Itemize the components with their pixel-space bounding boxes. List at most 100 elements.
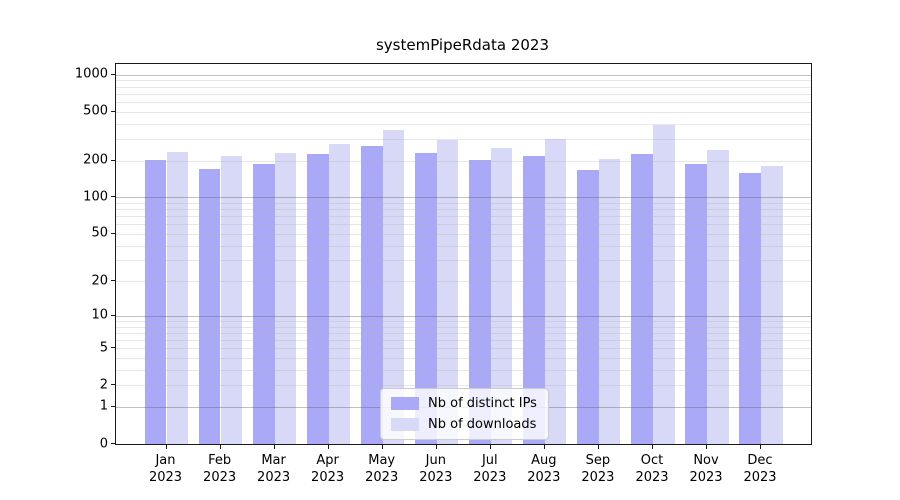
- y-axis-tick-label: 1000: [74, 66, 108, 82]
- bar-distinct-ips: [685, 163, 707, 444]
- gridline-minor: [116, 320, 811, 322]
- x-axis-tick-label: Jul 2023: [473, 453, 507, 485]
- gridline-minor: [116, 209, 811, 210]
- bar-downloads: [166, 152, 189, 444]
- legend-swatch-distinct-ips: [391, 397, 419, 410]
- x-axis-tick: [435, 444, 437, 449]
- bar-distinct-ips: [307, 153, 329, 444]
- y-axis-tick: [111, 314, 115, 316]
- y-axis-tick: [111, 232, 115, 234]
- bar-distinct-ips: [631, 153, 653, 444]
- gridline-minor: [116, 160, 811, 162]
- gridline-minor: [116, 340, 811, 341]
- y-axis-tick: [111, 443, 115, 444]
- gridline-minor: [116, 80, 811, 82]
- gridline-minor: [116, 332, 811, 334]
- gridline-minor: [116, 260, 811, 262]
- y-axis-tick-label: 2: [99, 377, 108, 393]
- y-axis-tick-label: 1: [99, 398, 108, 414]
- gridline-minor: [116, 348, 811, 350]
- y-axis-tick-label: 500: [83, 103, 108, 119]
- gridline-minor: [116, 245, 811, 247]
- legend-label-distinct-ips: Nb of distinct IPs: [428, 396, 537, 411]
- y-axis-tick: [111, 280, 115, 282]
- y-axis-tick-label: 50: [91, 225, 108, 241]
- gridline-minor: [116, 138, 811, 140]
- bar-distinct-ips: [361, 145, 383, 444]
- gridline-minor: [116, 111, 811, 113]
- x-axis-tick: [381, 444, 383, 449]
- legend-label-downloads: Nb of downloads: [428, 417, 537, 432]
- legend-item-downloads: Nb of downloads: [391, 417, 537, 432]
- bar-downloads: [274, 153, 297, 444]
- bar-distinct-ips: [739, 173, 761, 444]
- x-axis-tick: [489, 444, 491, 449]
- y-axis-tick-label: 0: [99, 436, 108, 451]
- gridline-minor: [116, 358, 811, 359]
- gridline-minor: [116, 93, 811, 95]
- bar-distinct-ips: [253, 164, 275, 444]
- x-axis-tick-label: Sep 2023: [581, 453, 615, 485]
- x-axis-tick-label: Oct 2023: [635, 453, 669, 485]
- y-axis-tick: [111, 384, 115, 386]
- gridline-minor: [116, 123, 811, 125]
- y-axis-tick: [111, 405, 115, 407]
- x-axis-tick-label: Apr 2023: [311, 453, 345, 485]
- bar-downloads: [382, 129, 405, 444]
- x-axis-tick: [327, 444, 329, 449]
- x-axis-tick-label: Nov 2023: [689, 453, 723, 485]
- y-axis-tick: [111, 73, 115, 75]
- x-axis-tick: [543, 444, 545, 449]
- x-axis-tick: [219, 444, 221, 449]
- bar-downloads: [544, 139, 567, 444]
- bar-downloads: [653, 125, 675, 444]
- x-axis-tick: [597, 444, 599, 449]
- bar-downloads: [598, 158, 621, 444]
- gridline-minor: [116, 233, 811, 235]
- y-axis-tick-label: 100: [83, 189, 108, 205]
- y-axis-tick-label: 20: [91, 273, 108, 289]
- x-axis-tick-label: Dec 2023: [743, 453, 777, 485]
- y-axis-tick: [111, 159, 115, 161]
- legend-swatch-downloads: [391, 418, 419, 431]
- y-axis-tick: [111, 110, 115, 112]
- gridline-major: [116, 197, 811, 199]
- gridline-minor: [116, 216, 811, 218]
- bar-downloads: [761, 165, 783, 444]
- x-axis-tick-label: Jan 2023: [148, 453, 183, 485]
- x-axis-tick-label: Feb 2023: [203, 453, 237, 485]
- bar-distinct-ips: [577, 170, 599, 444]
- gridline-minor: [116, 281, 811, 283]
- x-axis-tick: [273, 444, 275, 449]
- bar-distinct-ips: [469, 159, 491, 444]
- x-axis-tick-label: Jun 2023: [419, 453, 453, 485]
- bar-distinct-ips: [198, 168, 221, 444]
- y-axis-tick: [111, 347, 115, 349]
- gridline-minor: [116, 202, 811, 204]
- bar-downloads: [436, 140, 459, 444]
- x-axis-tick: [706, 444, 707, 449]
- gridline-major: [116, 315, 811, 317]
- y-axis-tick-label: 5: [99, 340, 108, 356]
- bar-distinct-ips: [523, 155, 545, 444]
- x-axis-tick-label: Aug 2023: [527, 453, 561, 485]
- chart-title: systemPipeRdata 2023: [375, 36, 549, 54]
- gridline-minor: [116, 369, 811, 371]
- bar-distinct-ips: [144, 159, 167, 444]
- bar-downloads: [707, 150, 729, 444]
- gridline-minor: [116, 326, 811, 328]
- x-axis-tick: [760, 444, 761, 449]
- legend-item-distinct-ips: Nb of distinct IPs: [391, 396, 537, 411]
- x-axis-tick: [652, 444, 653, 449]
- y-axis-tick-label: 200: [83, 152, 108, 168]
- gridline-minor: [116, 224, 811, 226]
- bar-downloads: [220, 155, 243, 444]
- bar-distinct-ips: [415, 153, 437, 444]
- x-axis-tick-label: Mar 2023: [257, 453, 291, 485]
- gridline-major: [116, 74, 811, 76]
- gridline-minor: [116, 101, 811, 103]
- y-axis-tick: [111, 196, 115, 198]
- gridline-minor: [116, 385, 811, 387]
- bar-downloads: [490, 147, 513, 444]
